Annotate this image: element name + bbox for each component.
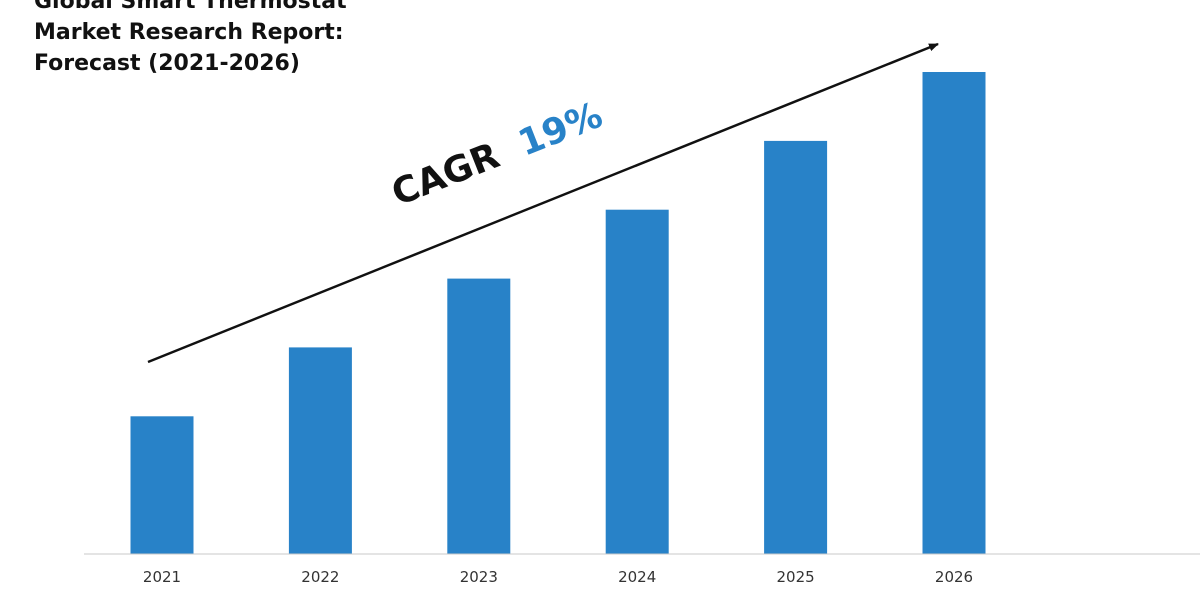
- bars-group: [130, 72, 986, 554]
- bar-2021: [130, 416, 194, 554]
- bar-2026: [922, 72, 986, 554]
- cagr-annotation: CAGR 19%: [386, 95, 608, 215]
- cagr-label: CAGR: [386, 135, 505, 214]
- title-line-2: Market Research Report:: [34, 20, 344, 45]
- bar-2024: [605, 209, 669, 554]
- bar-2023: [447, 278, 511, 554]
- chart-title: Global Smart Thermostat Market Research …: [34, 0, 347, 79]
- cagr-value: 19%: [513, 95, 608, 165]
- bar-2025: [764, 140, 828, 554]
- title-line-1: Global Smart Thermostat: [34, 0, 347, 14]
- x-tick-label-2024: 2024: [618, 568, 656, 586]
- x-tick-label-2026: 2026: [935, 568, 973, 586]
- title-line-3: Forecast (2021-2026): [34, 51, 300, 76]
- x-tick-label-2022: 2022: [301, 568, 339, 586]
- x-tick-label-2023: 2023: [460, 568, 498, 586]
- bar-2022: [288, 347, 352, 554]
- trend-arrow: [147, 42, 939, 364]
- x-tick-label-2021: 2021: [143, 568, 181, 586]
- x-tick-label-2025: 2025: [777, 568, 815, 586]
- x-tick-labels: 2021 2022 2023 2024 2025 2026: [143, 568, 973, 586]
